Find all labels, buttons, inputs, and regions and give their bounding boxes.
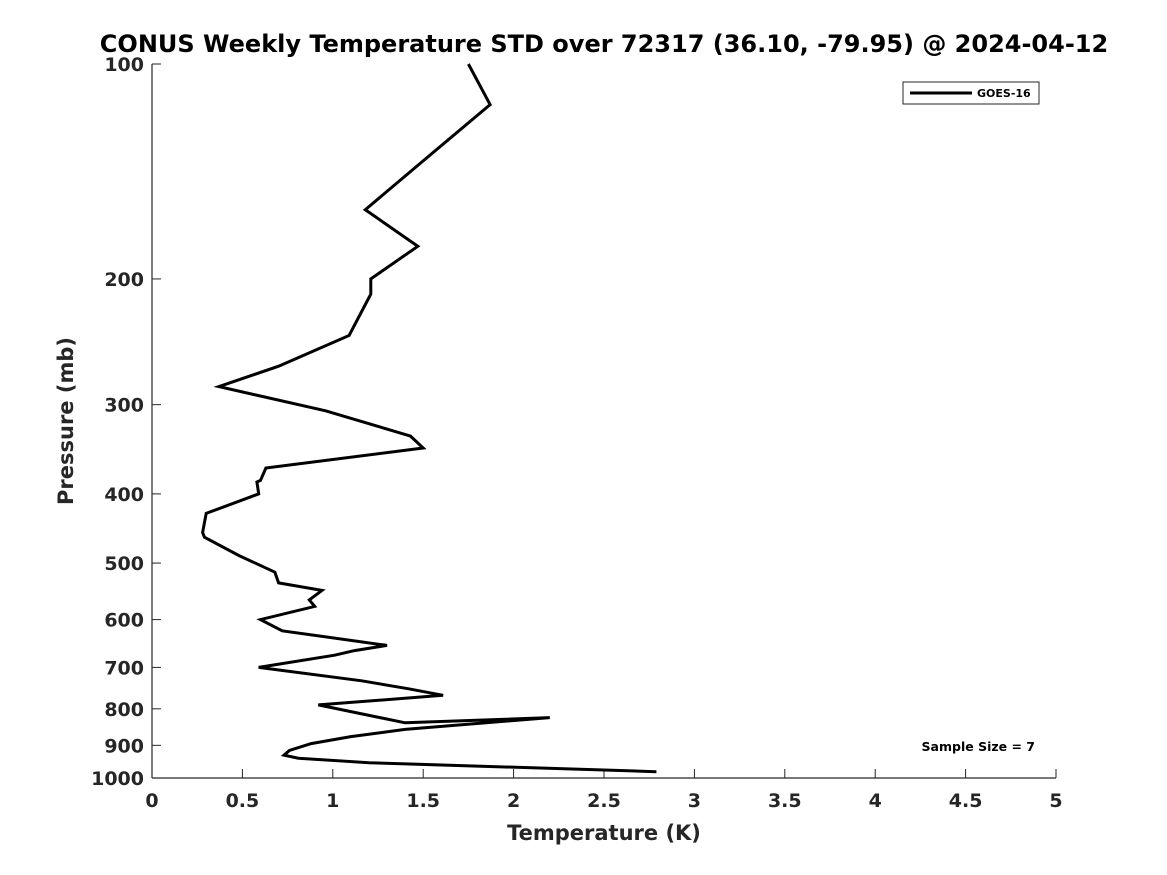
y-tick-label: 400: [104, 484, 144, 506]
x-tick-label: 4.5: [949, 790, 983, 812]
x-tick-label: 0.5: [226, 790, 260, 812]
x-axis-label: Temperature (K): [507, 821, 701, 845]
x-tick-label: 4: [869, 790, 882, 812]
series-layer: [201, 63, 657, 774]
y-tick-label: 900: [104, 735, 144, 757]
sample-size-note: Sample Size = 7: [922, 739, 1035, 754]
legend-label-goes-16: GOES-16: [977, 87, 1031, 100]
x-ticks: 0 0.5 1 1.5 2 2.5 3 3.5 4 4.5 5: [145, 769, 1063, 812]
legend: GOES-16: [902, 81, 1040, 105]
x-tick-label: 1.5: [406, 790, 440, 812]
x-tick-label: 2.5: [587, 790, 621, 812]
x-tick-label: 5: [1049, 790, 1062, 812]
x-tick-label: 3.5: [768, 790, 802, 812]
y-axis-label: Pressure (mb): [54, 337, 78, 505]
x-tick-label: 0: [145, 790, 158, 812]
y-tick-label: 100: [104, 54, 144, 76]
y-tick-label: 300: [104, 395, 144, 417]
x-tick-label: 2: [507, 790, 520, 812]
x-tick-label: 1: [326, 790, 339, 812]
y-tick-label: 700: [104, 657, 144, 679]
y-tick-label: 1000: [91, 768, 144, 790]
x-tick-label: 3: [688, 790, 701, 812]
y-tick-label: 500: [104, 553, 144, 575]
y-tick-label: 800: [104, 699, 144, 721]
chart-title: CONUS Weekly Temperature STD over 72317 …: [100, 30, 1108, 58]
y-tick-label: 600: [104, 610, 144, 632]
y-tick-label: 200: [104, 269, 144, 291]
y-ticks: 100 200 300 400 500 600 700 800 900 1000: [91, 54, 161, 790]
series-line-goes-16: [201, 63, 657, 774]
